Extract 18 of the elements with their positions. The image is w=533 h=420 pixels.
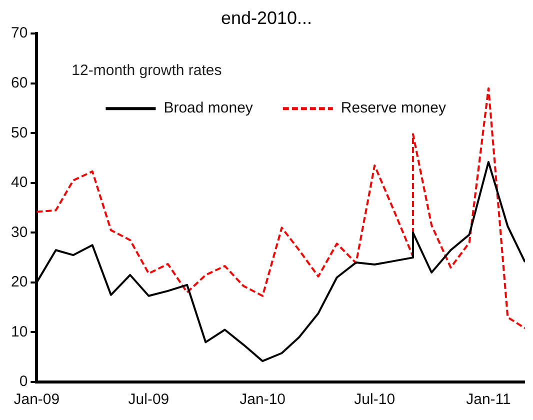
y-tick-label: 60 bbox=[10, 74, 28, 92]
x-tick-label: Jan-09 bbox=[14, 391, 60, 408]
annotation: 12-month growth rates bbox=[72, 62, 222, 80]
y-tick-label: 10 bbox=[10, 323, 28, 340]
x-tick-label: Jul-10 bbox=[354, 391, 396, 408]
y-tick-label: 20 bbox=[10, 274, 28, 291]
line-series bbox=[36, 87, 525, 330]
x-tick-label: Jul-09 bbox=[128, 391, 170, 408]
x-tick-label: Jan-11 bbox=[466, 391, 511, 408]
y-tick-label: 50 bbox=[10, 124, 28, 142]
chart-title: end-2010... bbox=[220, 8, 312, 28]
legend-label: Reserve money bbox=[340, 100, 446, 117]
y-tick-label: 70 bbox=[10, 24, 28, 42]
x-tick-label: Jan-10 bbox=[240, 391, 286, 408]
y-tick-label: 40 bbox=[10, 174, 28, 192]
y-tick-label: 0 bbox=[19, 373, 28, 390]
legend-label: Broad money bbox=[164, 100, 254, 117]
y-tick-label: 30 bbox=[10, 224, 28, 241]
